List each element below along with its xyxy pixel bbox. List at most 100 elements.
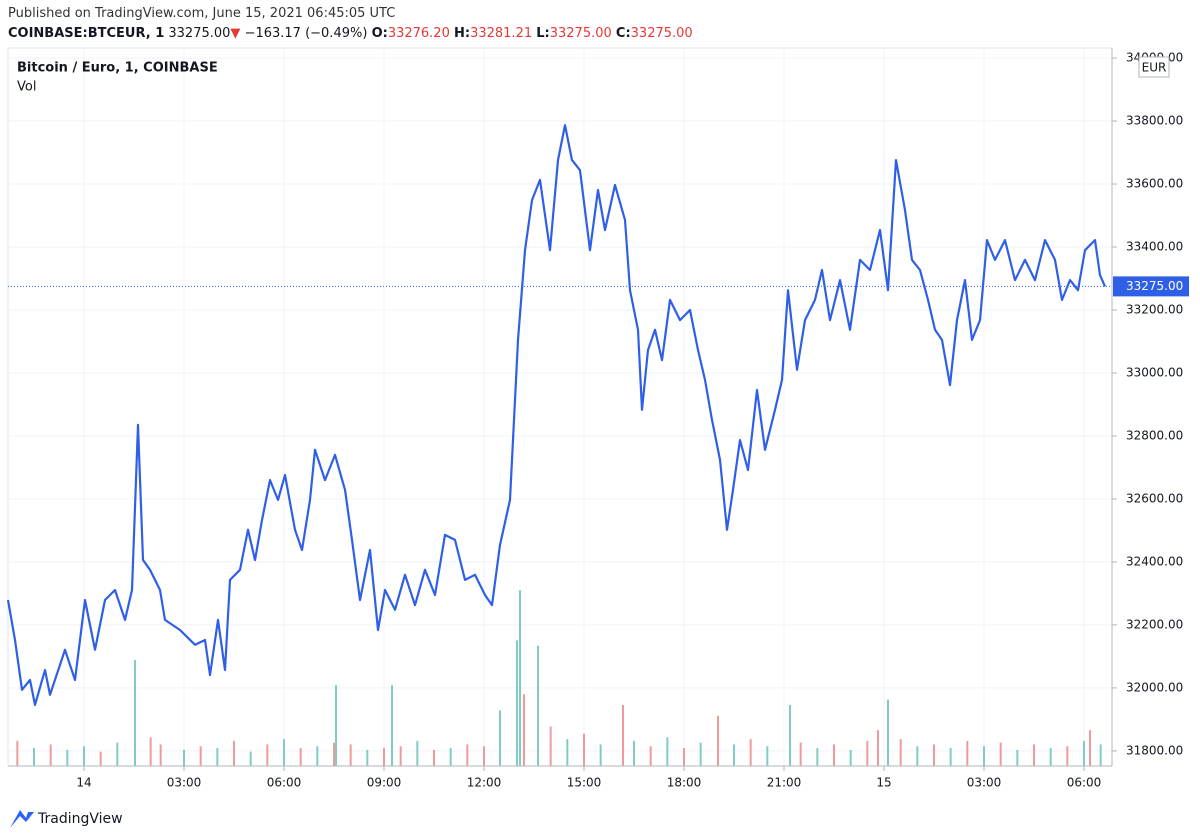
volume-bar — [33, 748, 35, 766]
price: 33275.00 — [168, 26, 231, 41]
volume-bar — [66, 749, 69, 766]
volume-bar — [866, 740, 869, 766]
volume-bar — [233, 740, 235, 766]
volume-bar — [749, 739, 752, 766]
volume-bar — [16, 740, 19, 766]
x-tick-label: 06:00 — [1067, 776, 1102, 790]
volume-bar — [183, 749, 185, 766]
volume-bar — [83, 746, 85, 766]
x-tick-label: 18:00 — [667, 776, 702, 790]
y-tick-label: 32000.00 — [1126, 680, 1183, 694]
y-tick-label: 33000.00 — [1126, 365, 1183, 379]
x-tick-label: 03:00 — [167, 776, 202, 790]
change: −163.17 (−0.49%) — [244, 26, 368, 41]
volume-bar — [1083, 740, 1085, 766]
c: 33275.00 — [630, 26, 693, 41]
last-price-label: 33275.00 — [1126, 279, 1183, 293]
volume-bar — [816, 748, 819, 766]
y-tick-label: 33200.00 — [1126, 303, 1183, 317]
volume-bar — [399, 746, 402, 766]
volume-bar — [1066, 746, 1069, 766]
y-tick-label: 33400.00 — [1126, 240, 1183, 254]
volume-bar — [134, 660, 136, 766]
legend-title: Bitcoin / Euro, 1, COINBASE — [17, 61, 218, 76]
plot-frame — [7, 47, 1113, 767]
volume-bar — [666, 737, 669, 766]
volume-bar — [519, 590, 521, 766]
x-tick-label: 15 — [876, 776, 891, 790]
volume-bar — [249, 751, 252, 766]
volume-bar — [949, 748, 952, 766]
h: 33281.21 — [470, 26, 533, 41]
volume-bar — [266, 744, 269, 766]
volume-bar — [335, 685, 337, 766]
legend-vol: Vol — [17, 80, 36, 95]
volume-bar — [216, 748, 219, 766]
x-tick-label: 03:00 — [967, 776, 1002, 790]
logo — [10, 810, 34, 828]
x-tick-label: 12:00 — [467, 776, 502, 790]
volume-bar — [599, 744, 602, 766]
volume-bar — [566, 739, 569, 766]
x-tick-label: 21:00 — [767, 776, 802, 790]
volume-bar — [283, 739, 285, 766]
volume-bar — [537, 645, 539, 766]
volume-bar — [877, 730, 879, 766]
o-label: O: — [371, 26, 388, 41]
volume-bar — [789, 704, 791, 766]
volume-bar — [1049, 748, 1052, 766]
volume-bar — [416, 740, 419, 766]
volume-bar — [383, 748, 385, 766]
volume-bar — [849, 749, 852, 766]
volume-bar — [366, 749, 369, 766]
volume-bar — [766, 746, 769, 766]
volume-bar — [1033, 744, 1035, 766]
volume-bar — [799, 742, 802, 766]
volume-bar — [633, 740, 635, 766]
volume-bar — [116, 742, 119, 766]
volume-bar — [1016, 749, 1019, 766]
volume-bar — [483, 746, 485, 766]
volume-bar — [391, 685, 393, 766]
volume-bar — [699, 742, 702, 766]
volume-bar — [433, 749, 435, 766]
c-label: C: — [615, 26, 631, 41]
x-tick-label: 06:00 — [267, 776, 302, 790]
volume-bar — [899, 739, 902, 766]
h-label: H: — [453, 26, 471, 41]
volume-bar — [149, 737, 152, 766]
volume-bar — [159, 744, 162, 766]
y-tick-label: 33800.00 — [1126, 114, 1183, 128]
volume-bar — [466, 744, 469, 766]
volume-bar — [733, 744, 735, 766]
volume-bar — [966, 740, 969, 766]
o: 33276.20 — [387, 26, 450, 41]
volume-bar — [887, 699, 889, 766]
volume-bar — [333, 742, 335, 766]
currency: EUR — [1142, 61, 1167, 75]
x-tick-label: 14 — [76, 776, 91, 790]
volume-bar — [649, 746, 652, 766]
x-tick-label: 15:00 — [567, 776, 602, 790]
l-label: L: — [536, 26, 550, 41]
volume-bar — [983, 746, 985, 766]
x-tick-label: 09:00 — [367, 776, 402, 790]
symbol: COINBASE:BTCEUR, 1 — [8, 26, 165, 41]
volume-bar — [583, 733, 585, 766]
y-tick-label: 31800.00 — [1126, 743, 1183, 757]
volume-bar — [449, 748, 452, 766]
footer: TradingView — [37, 811, 123, 827]
y-tick-label: 32400.00 — [1126, 554, 1183, 568]
volume-bar — [99, 751, 102, 766]
volume-bar — [49, 744, 52, 766]
volume-bar — [833, 744, 835, 766]
volume-bar — [933, 744, 935, 766]
volume-bar — [622, 704, 624, 766]
volume-bar — [299, 748, 302, 766]
volume-bar — [717, 715, 719, 766]
published: Published on TradingView.com, June 15, 2… — [8, 6, 396, 21]
price-line — [6, 124, 1107, 706]
y-tick-label: 32600.00 — [1126, 491, 1183, 505]
volume-bar — [199, 746, 202, 766]
